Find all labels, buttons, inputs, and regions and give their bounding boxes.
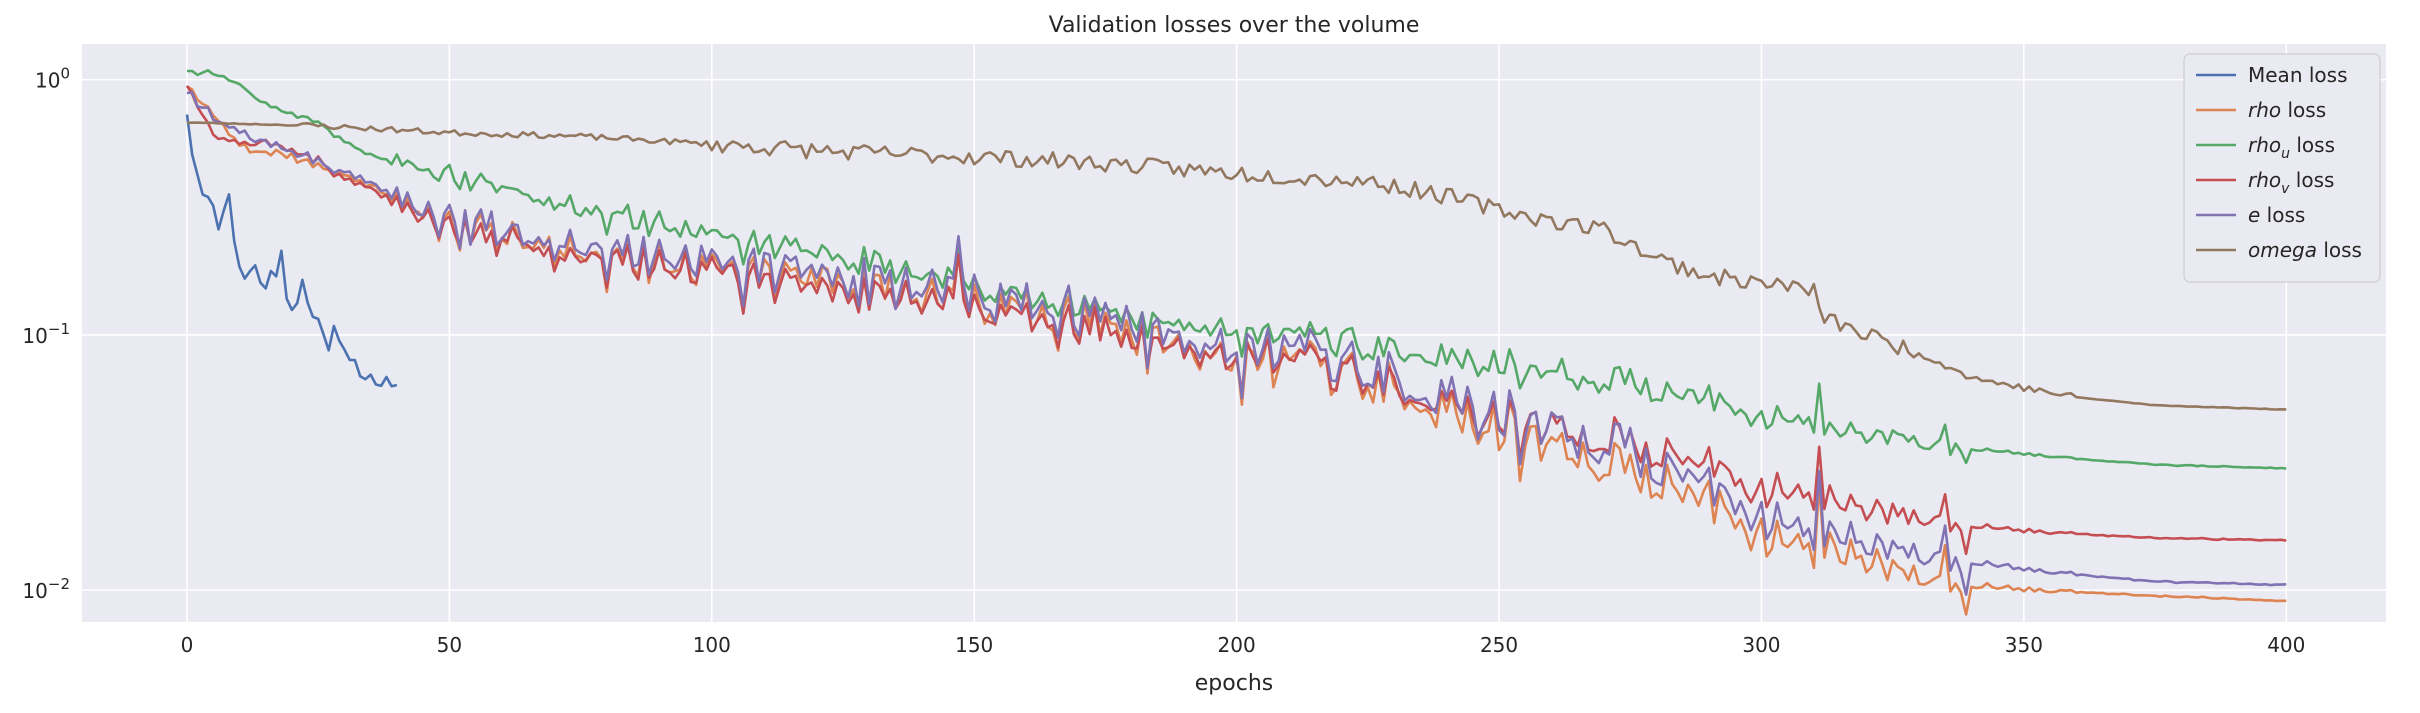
series-line-e [186, 91, 2287, 596]
x-tick-label: 300 [1742, 633, 1780, 657]
series-line-omega [187, 121, 2287, 411]
x-tick-label: 0 [181, 633, 194, 657]
series-line-rho_u [186, 69, 2287, 470]
legend-label-rho_u: rhou loss [2248, 133, 2335, 162]
y-tick-label: 100 [35, 65, 70, 93]
ticks: 0 50 100 150 200 250 300 350 400 100 10−1 10−2 [22, 65, 2305, 657]
x-tick-label: 350 [2005, 633, 2043, 657]
x-tick-label: 100 [693, 633, 731, 657]
series-lines [185, 69, 2287, 616]
x-tick-label: 50 [437, 633, 462, 657]
legend-label-omega: omega loss [2248, 238, 2362, 262]
legend-label-mean: Mean loss [2248, 63, 2347, 87]
series-line-mean [185, 114, 398, 388]
legend-label-rho: rho loss [2248, 98, 2326, 122]
legend: Mean loss rho loss rhou loss rhov loss e los… [2183, 53, 2381, 283]
x-tick-label: 150 [955, 633, 993, 657]
legend-label-e: e loss [2248, 203, 2305, 227]
y-tick-label: 10−1 [22, 320, 70, 348]
y-tick-label: 10−2 [22, 575, 70, 603]
chart-title: Validation losses over the volume [1049, 13, 1420, 38]
x-tick-label: 200 [1218, 633, 1256, 657]
x-tick-label: 250 [1480, 633, 1518, 657]
legend-label-rho_v: rhov loss [2248, 168, 2334, 197]
x-tick-label: 400 [2267, 633, 2305, 657]
x-axis-label: epochs [1195, 671, 1273, 696]
